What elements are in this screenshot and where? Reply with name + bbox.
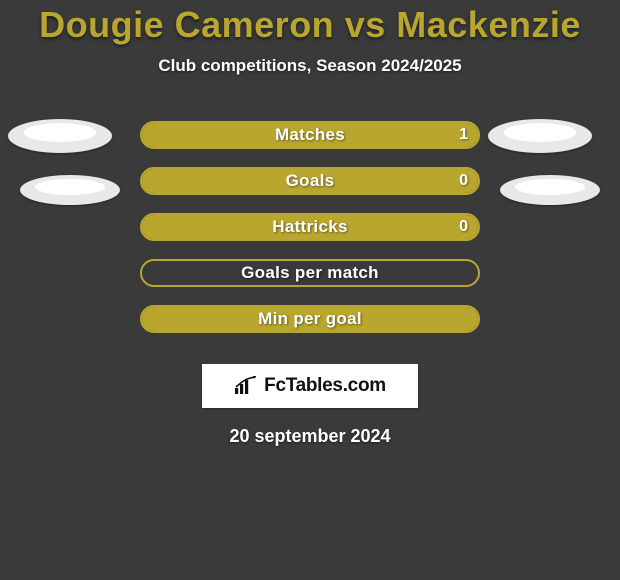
stat-bar: Min per goal (140, 305, 480, 333)
bar-chart-icon (234, 376, 258, 396)
player1-name: Dougie Cameron (39, 4, 334, 45)
stat-label: Goals (142, 169, 478, 193)
stat-row: Matches1 (0, 112, 620, 158)
brand-text: FcTables.com (264, 375, 386, 397)
subtitle: Club competitions, Season 2024/2025 (158, 56, 461, 76)
stat-row: Hattricks0 (0, 204, 620, 250)
stat-bar: Goals per match (140, 259, 480, 287)
stat-row: Min per goal (0, 296, 620, 342)
stat-label: Hattricks (142, 215, 478, 239)
player2-name: Mackenzie (396, 4, 581, 45)
brand-badge: FcTables.com (202, 364, 418, 408)
stat-value-right: 1 (449, 123, 478, 147)
stat-bar: Hattricks0 (140, 213, 480, 241)
comparison-card: Dougie Cameron vs Mackenzie Club competi… (0, 0, 620, 580)
stat-row: Goals per match (0, 250, 620, 296)
stat-label: Matches (142, 123, 478, 147)
stat-label: Goals per match (142, 261, 478, 285)
date-text: 20 september 2024 (229, 426, 390, 447)
stat-row: Goals0 (0, 158, 620, 204)
stat-bar: Matches1 (140, 121, 480, 149)
stat-value-right: 0 (449, 215, 478, 239)
stat-label: Min per goal (142, 307, 478, 331)
vs-separator: vs (345, 4, 386, 45)
stat-rows: Matches1Goals0Hattricks0Goals per matchM… (0, 112, 620, 342)
page-title: Dougie Cameron vs Mackenzie (39, 4, 581, 46)
stat-bar: Goals0 (140, 167, 480, 195)
stat-value-right: 0 (449, 169, 478, 193)
